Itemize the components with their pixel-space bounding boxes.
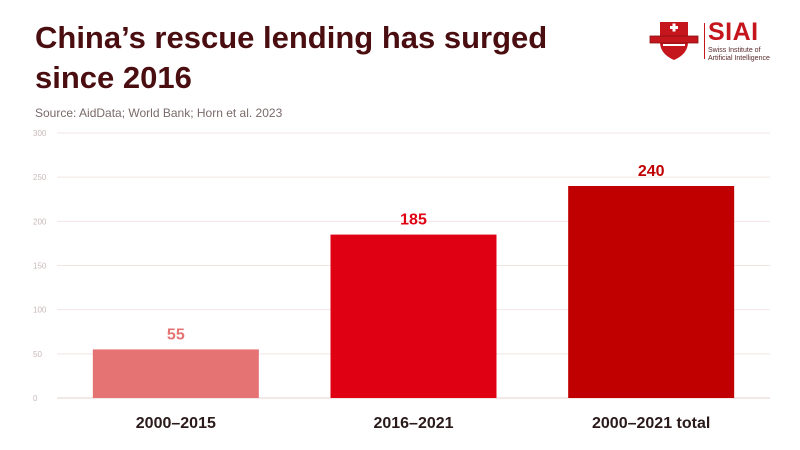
data-label: 185 — [400, 212, 427, 229]
siai-logo: SIAI Swiss Institute of Artificial Intel… — [648, 18, 770, 64]
data-label: 240 — [638, 163, 665, 180]
source-note: Source: AidData; World Bank; Horn et al.… — [35, 106, 283, 120]
logo-divider — [704, 23, 705, 59]
logo-name: SIAI — [708, 18, 759, 46]
data-label: 55 — [167, 326, 185, 343]
y-tick-label: 250 — [33, 173, 47, 182]
logo-subtitle-line1: Swiss Institute of — [708, 47, 761, 54]
y-tick-label: 0 — [33, 394, 38, 403]
x-tick-label: 2000–2015 — [136, 415, 216, 432]
x-tick-label: 2000–2021 total — [592, 415, 710, 432]
shield-logo-icon — [649, 22, 699, 60]
bar — [92, 349, 259, 398]
y-tick-label: 150 — [33, 262, 47, 271]
bar — [568, 186, 735, 398]
y-tick-label: 300 — [33, 129, 47, 138]
y-tick-label: 200 — [33, 217, 47, 226]
y-tick-label: 100 — [33, 306, 47, 315]
x-tick-label: 2016–2021 — [373, 415, 453, 432]
bar — [330, 234, 497, 398]
chart-title: China’s rescue lending has surged since … — [35, 20, 548, 95]
logo-subtitle-line2: Artificial Intelligence — [708, 55, 770, 62]
y-tick-label: 50 — [33, 350, 42, 359]
logo-subtitle: Swiss Institute of Artificial Intelligen… — [708, 47, 770, 63]
